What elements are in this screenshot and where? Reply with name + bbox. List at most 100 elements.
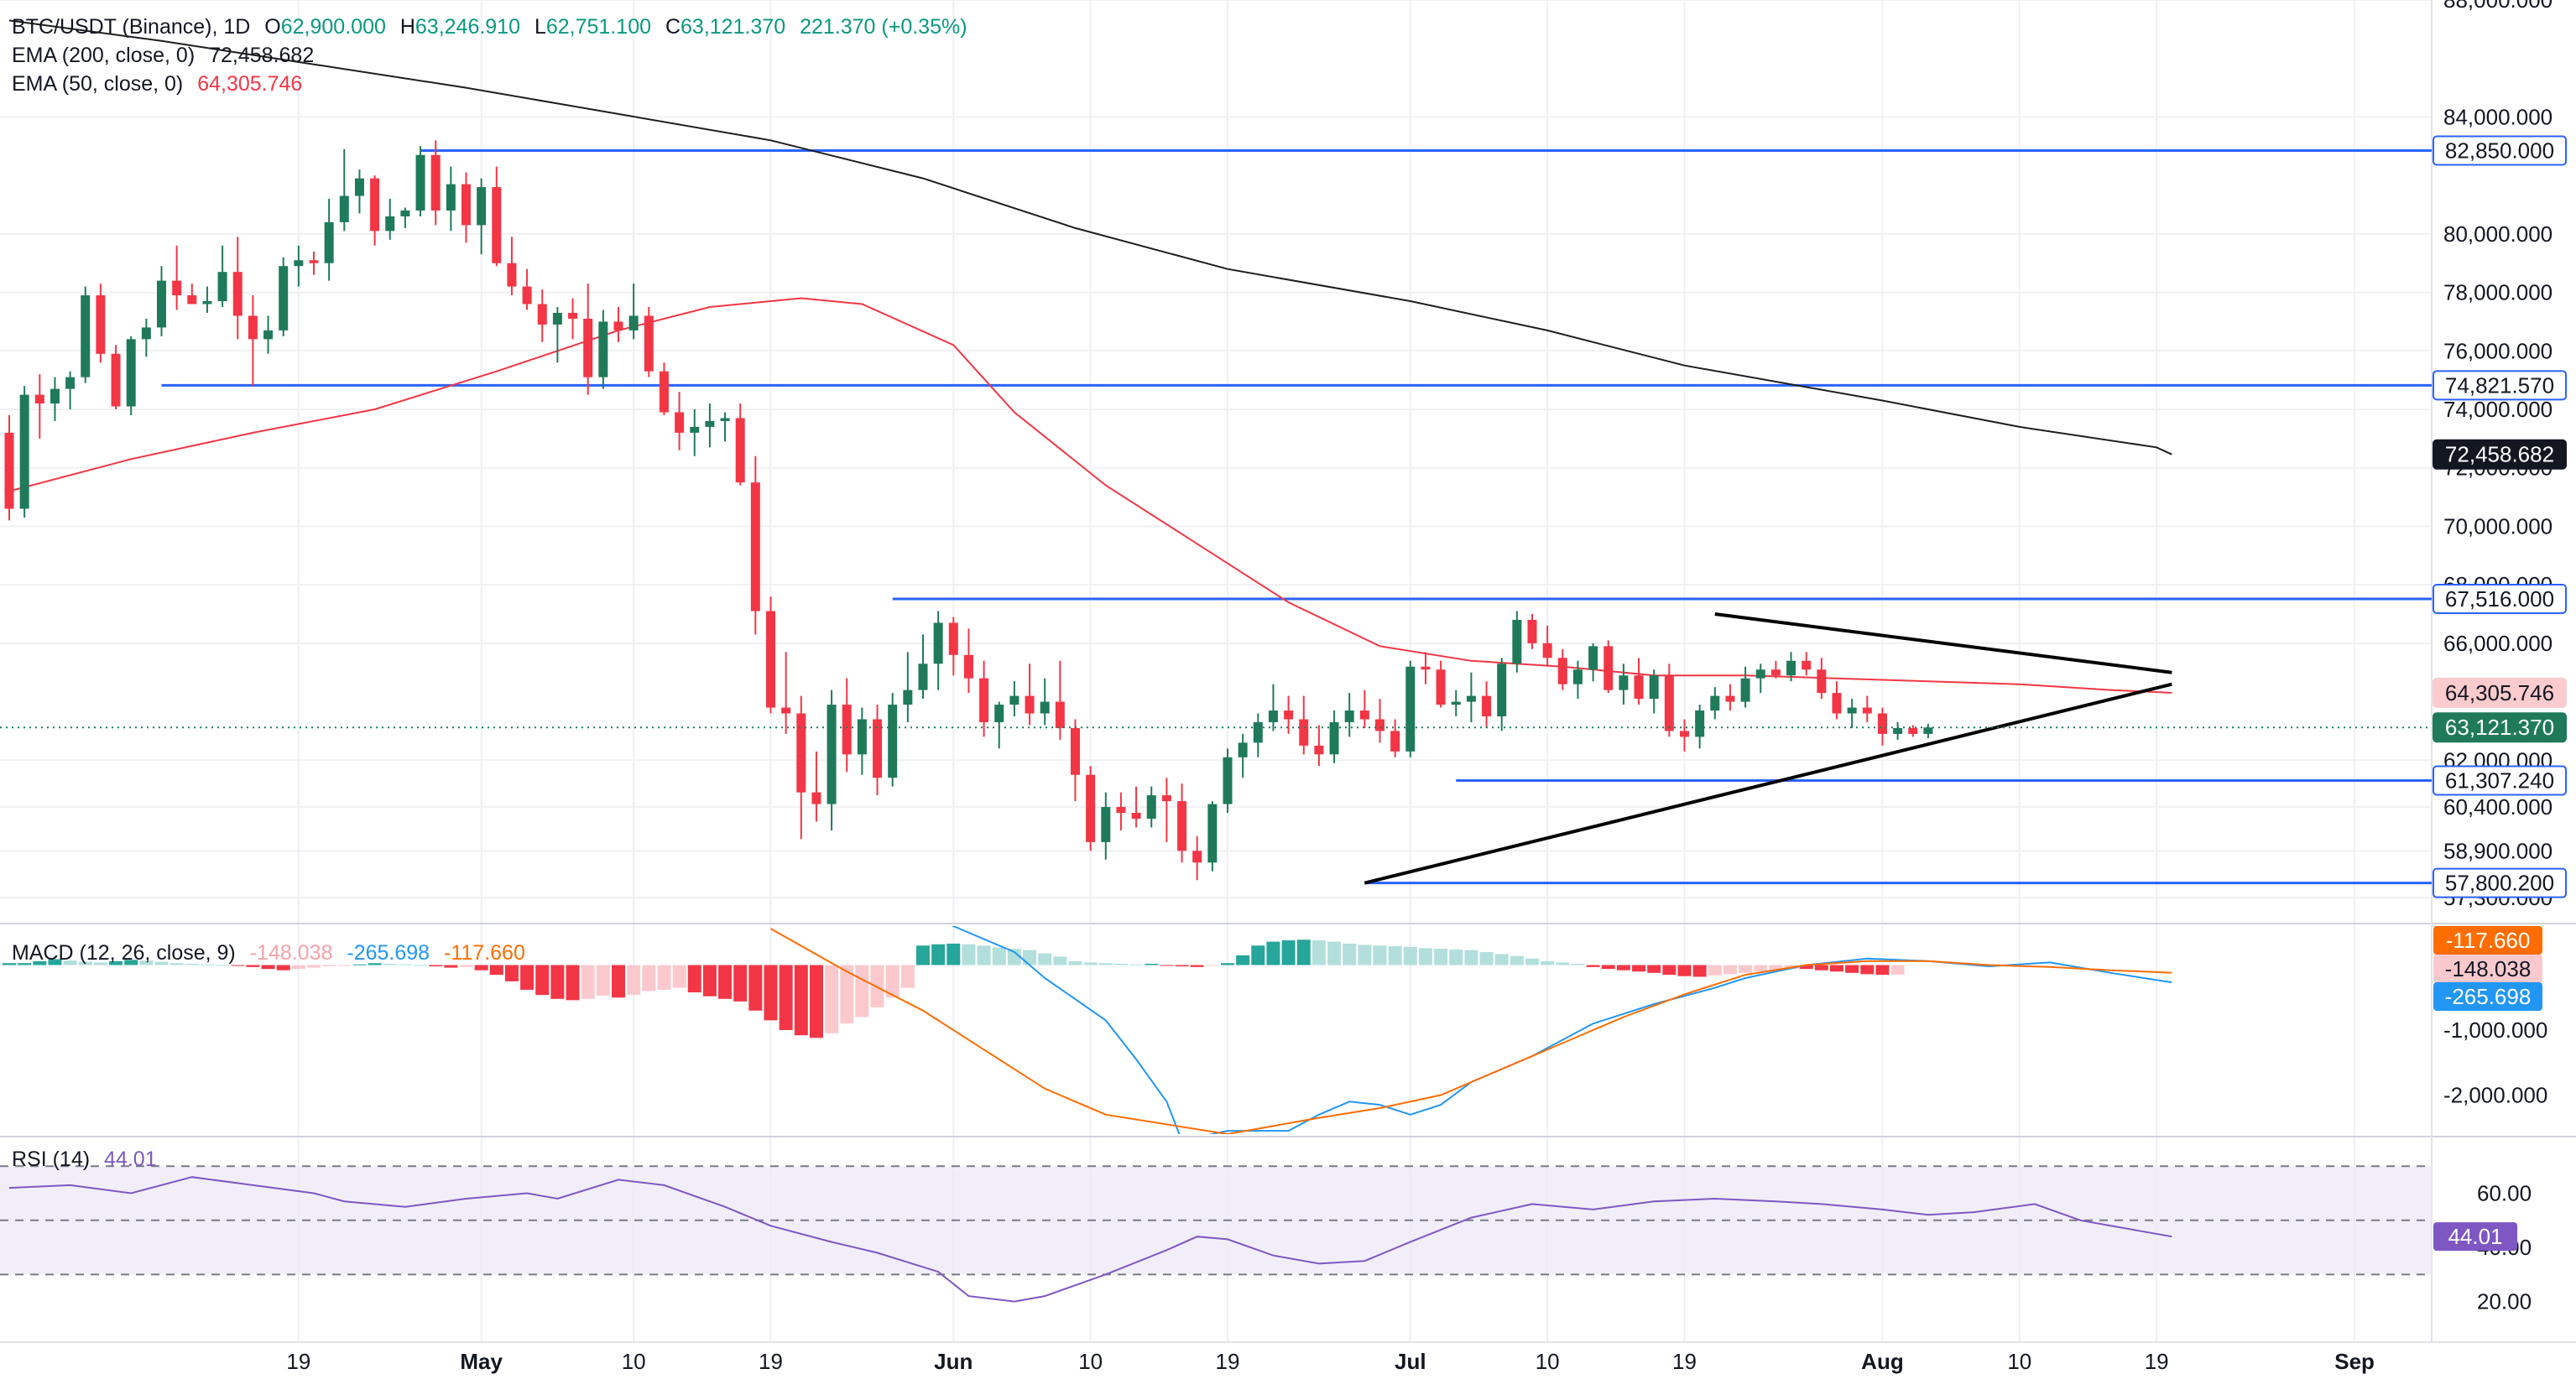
candle-body [96,295,106,354]
macd-histogram-bar [535,965,550,996]
macd-histogram-bar [733,965,748,1002]
macd-histogram-bar [1388,946,1402,965]
level-price-label-bg [2433,135,2567,166]
macd-histogram-bar [1875,965,1890,976]
candle-body [202,301,212,304]
macd-histogram-bar [414,965,428,966]
candle-body [1223,757,1233,804]
macd-histogram-bar [185,963,199,965]
macd-histogram-bar [429,965,443,967]
level-price-label: 82,850.000 [2445,138,2554,164]
last-price-label: 63,121.370 [2445,715,2554,740]
y-tick-label: 60,400.000 [2443,794,2553,820]
candle-body [1207,804,1218,863]
candle-body [1299,719,1309,746]
candle-body [705,420,715,427]
candle-body [1512,619,1522,664]
level-price-label: 61,307.240 [2445,768,2554,793]
candle-body [720,418,730,421]
candle-body [1071,727,1080,775]
ema50-price-label-bg [2433,677,2567,708]
macd-histogram-bar [977,945,991,965]
price-pane [0,19,2432,885]
macd-histogram-bar [612,965,625,998]
macd-histogram-bar [1571,963,1585,965]
candle-body [644,315,654,372]
candle-body [309,260,319,263]
candle-body [628,315,639,330]
candle-body [507,263,517,287]
x-tick-label: 10 [1536,1349,1560,1374]
ema200-legend-value: 72,458.682 [209,44,314,67]
rsi-y-tick-label: 20.00 [2477,1289,2532,1314]
macd-histogram-bar [764,965,778,1021]
candle-body [1664,675,1674,731]
macd-histogram-bar [322,965,336,967]
candle-body [903,690,913,705]
macd-histogram-bar [581,965,595,999]
candle-body [1740,678,1750,702]
candle-body [1923,727,1933,734]
rsi-value-label: 44.01 [2448,1224,2502,1249]
macd-histogram-bar [870,965,884,1007]
macd-histogram-bar [1113,963,1128,965]
macd-histogram-bar [916,945,930,965]
rsi-legend-label: RSI (14) [12,1148,90,1171]
macd-histogram-bar [900,965,915,988]
signal-line [770,928,2172,1134]
macd-histogram-bar [1632,965,1646,972]
candle-body [659,371,669,413]
candle-body [477,187,487,226]
candle-body [583,318,593,377]
macd-histogram-bar [1449,949,1463,965]
candle-body [675,412,685,433]
ohlc-low: 62,751.100 [546,15,651,39]
macd-histogram-bar [1403,946,1417,965]
macd-histogram-bar [1098,963,1113,965]
macd-histogram-bar [444,965,458,968]
candle-body [1451,701,1461,705]
macd-histogram-bar [1723,965,1737,975]
x-tick-label: Aug [1861,1349,1904,1374]
y-tick-label: 80,000.000 [2443,221,2553,247]
candle-body [963,654,973,679]
macd-histogram-bar [885,965,900,998]
svg-text:MACD (12, 26, close, 9): MACD (12, 26, close, 9) -148.038 -265.69… [12,941,525,965]
macd-histogram-bar [1221,963,1234,965]
candle-body [994,705,1004,722]
macd-histogram-bar [550,965,565,999]
macd-histogram-bar [1343,943,1357,965]
macd-histogram-bar [1814,965,1828,971]
macd-legend-signal: -117.660 [444,941,525,965]
candle-body [1146,795,1156,819]
macd-histogram-bar [1662,965,1676,976]
macd-histogram-bar [718,965,733,999]
macd-histogram-bar [1647,965,1661,973]
candle-body [415,154,425,211]
rsi-line [8,1176,2172,1303]
macd-histogram-bar [1068,960,1082,965]
macd-histogram-bar [1616,965,1630,971]
candle-body [1755,669,1765,679]
macd-histogram-bar [1464,950,1478,965]
x-tick-label: 10 [1078,1349,1103,1374]
macd-value-label: -148.038 [2445,956,2532,981]
candle-body [873,719,883,778]
candle-body [1421,666,1431,670]
macd-histogram-bar [291,965,305,970]
macd-histogram-bar [1708,965,1722,976]
macd-histogram-bar [1434,949,1448,965]
candle-body [1284,710,1294,720]
macd-histogram-bar [1494,954,1509,965]
macd-histogram-bar [1586,965,1600,967]
x-tick-label: 19 [286,1349,310,1374]
macd-histogram-bar [992,947,1006,965]
macd-histogram-bar [261,965,275,970]
candle-body [217,272,227,302]
macd-histogram-bar [48,959,62,965]
macd-histogram-bar [520,965,534,990]
candle-body [796,713,806,793]
macd-y-tick-label: -1,000.000 [2443,1017,2547,1043]
candle-body [613,321,623,330]
